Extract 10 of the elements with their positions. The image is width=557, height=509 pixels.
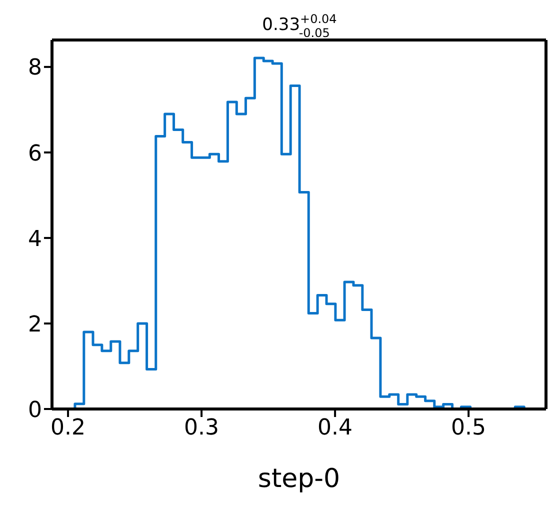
y-tick-label: 2 bbox=[28, 312, 42, 338]
y-tick-label: 8 bbox=[28, 56, 42, 81]
x-tick-label: 0.2 bbox=[50, 416, 86, 441]
x-tick-label: 0.4 bbox=[318, 416, 353, 441]
y-tick-label: 0 bbox=[28, 398, 42, 423]
x-tick-label: 0.3 bbox=[184, 416, 220, 441]
x-tick-label: 0.5 bbox=[451, 416, 486, 441]
y-tick-label: 6 bbox=[28, 141, 42, 166]
y-tick-label: 4 bbox=[28, 226, 42, 252]
x-axis-title: step-0 bbox=[258, 464, 340, 494]
